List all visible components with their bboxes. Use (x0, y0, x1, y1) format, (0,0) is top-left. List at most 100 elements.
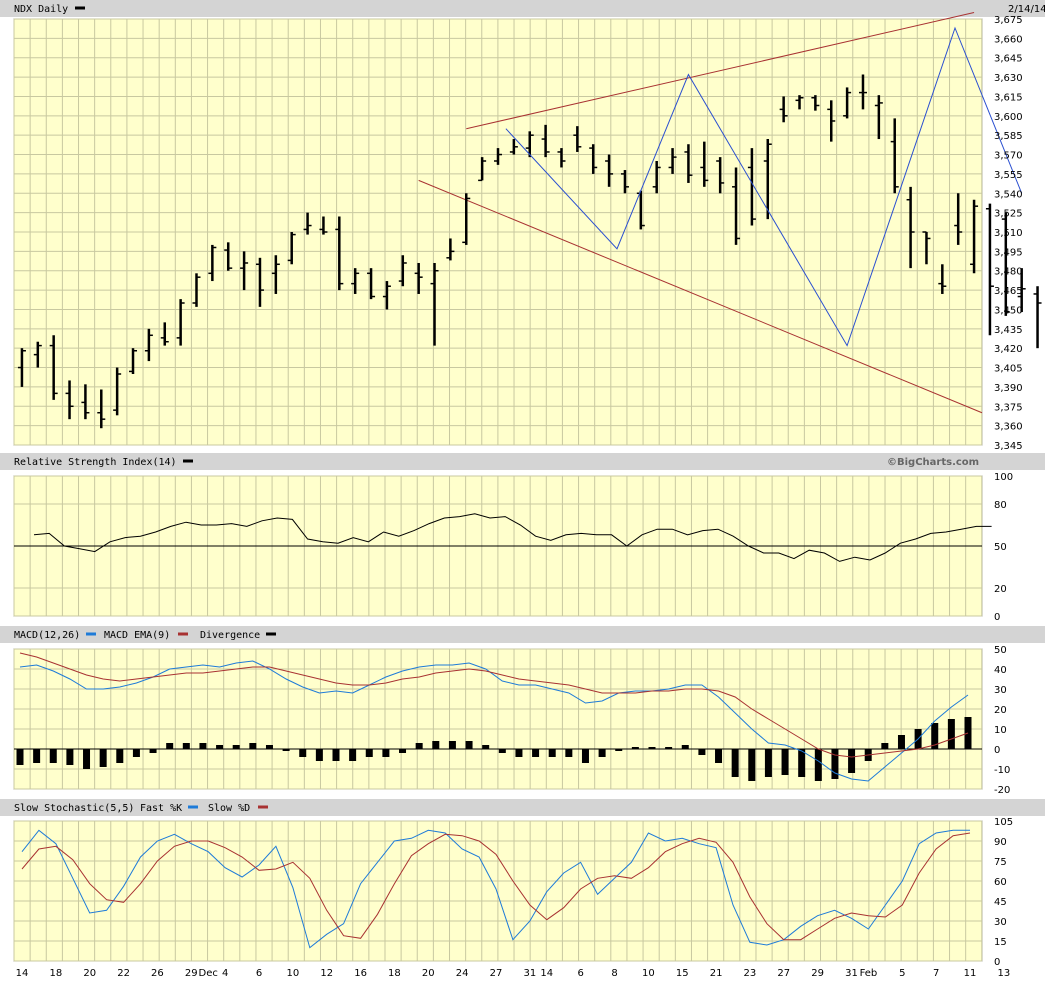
stoch-ytick: 45 (994, 897, 1007, 908)
ohlc-bar (129, 348, 138, 374)
divergence-bar (83, 749, 91, 769)
rsi-line (33, 513, 992, 562)
ohlc-bar (113, 367, 122, 416)
price-ytick: 3,465 (994, 286, 1023, 297)
price-ytick: 3,585 (994, 131, 1023, 142)
divergence-bar (764, 749, 772, 777)
x-tick-label: Dec (199, 968, 218, 979)
divergence-bar (232, 745, 240, 749)
divergence-bar (299, 749, 307, 757)
ohlc-bar (367, 268, 376, 300)
rsi-header-strip (0, 453, 1045, 470)
price-ytick: 3,645 (994, 54, 1023, 65)
ohlc-bar (462, 193, 471, 245)
divergence-bar (881, 743, 889, 749)
divergence-bar (432, 741, 440, 749)
price-ytick: 3,660 (994, 34, 1023, 45)
ohlc-bar (605, 154, 614, 187)
x-tick-label: 6 (577, 968, 583, 979)
stoch-ytick: 60 (994, 877, 1007, 888)
x-tick-label: 14 (540, 968, 553, 979)
divergence-bar (532, 749, 540, 757)
ohlc-bar (716, 157, 725, 194)
ohlc-bar (906, 186, 915, 269)
rsi-ytick: 0 (994, 612, 1000, 623)
macd-ytick: 10 (994, 725, 1007, 736)
rsi-ytick: 20 (994, 584, 1007, 595)
price-ytick: 3,555 (994, 170, 1023, 181)
x-tick-label: 27 (777, 968, 790, 979)
ohlc-bar (478, 157, 487, 182)
divergence-bar (33, 749, 41, 763)
macd-ytick: 20 (994, 705, 1007, 716)
divergence-bar (99, 749, 107, 767)
price-ytick: 3,540 (994, 189, 1023, 200)
price-ytick: 3,435 (994, 325, 1023, 336)
trendline (466, 12, 975, 130)
divergence-bar (365, 749, 373, 757)
x-tick-label: 4 (222, 968, 228, 979)
ohlc-bar (589, 144, 598, 174)
ohlc-bar (795, 95, 804, 110)
ohlc-bar (160, 322, 169, 346)
divergence-bar (16, 749, 24, 765)
x-tick-label: 7 (933, 968, 939, 979)
divergence-bar (216, 745, 224, 749)
divergence-bar (465, 741, 473, 749)
price-ytick: 3,360 (994, 422, 1023, 433)
divergence-bar (249, 743, 257, 749)
ohlc-bar (176, 299, 185, 346)
x-tick-label: 29 (811, 968, 824, 979)
divergence-bar (565, 749, 573, 757)
x-tick-label: 11 (964, 968, 977, 979)
ohlc-bar (398, 255, 407, 287)
stoch-ytick: 30 (994, 917, 1007, 928)
divergence-bar (49, 749, 57, 763)
x-tick-label: 20 (422, 968, 435, 979)
x-tick-label: 21 (710, 968, 723, 979)
ohlc-bar (33, 341, 42, 368)
macd-ema-line (19, 652, 969, 758)
price-ytick: 3,600 (994, 112, 1023, 123)
ohlc-bar (827, 100, 836, 142)
ohlc-bar (890, 118, 899, 194)
divergence-bar (448, 741, 456, 749)
ohlc-bar (1001, 212, 1010, 316)
ohlc-bar (970, 199, 979, 274)
ohlc-bar (494, 148, 502, 165)
x-tick-label: 26 (151, 968, 164, 979)
divergence-bar (931, 723, 939, 749)
ohlc-bar (414, 262, 423, 294)
x-tick-label: 22 (117, 968, 130, 979)
ohlc-bar (1017, 268, 1026, 313)
slow-d-line (21, 832, 971, 941)
stoch-ytick: 90 (994, 837, 1007, 848)
x-tick-label: 13 (997, 968, 1010, 979)
divergence-bar (947, 719, 955, 749)
ohlc-bar (446, 238, 455, 261)
x-tick-label: 16 (354, 968, 367, 979)
rsi-ytick: 80 (994, 500, 1007, 511)
ohlc-bar (382, 281, 391, 310)
x-tick-label: 29 (185, 968, 198, 979)
divergence-bar (282, 749, 290, 751)
x-tick-label: 10 (286, 968, 299, 979)
divergence-bar (548, 749, 556, 757)
divergence-bar (149, 749, 157, 753)
divergence-bar (132, 749, 140, 757)
x-tick-label: 20 (83, 968, 96, 979)
ohlc-bar (525, 131, 534, 158)
trendline (418, 179, 983, 414)
divergence-bar (731, 749, 739, 777)
divergence-bar (166, 743, 174, 749)
ohlc-bar (954, 193, 963, 245)
ohlc-bar (668, 148, 677, 174)
price-ytick: 3,375 (994, 402, 1023, 413)
ohlc-bar (192, 273, 201, 307)
ohlc-bar (573, 126, 582, 152)
stoch-header-strip (0, 799, 1045, 816)
divergence-bar (515, 749, 523, 757)
divergence-bar (814, 749, 822, 781)
ohlc-bar (922, 231, 931, 265)
